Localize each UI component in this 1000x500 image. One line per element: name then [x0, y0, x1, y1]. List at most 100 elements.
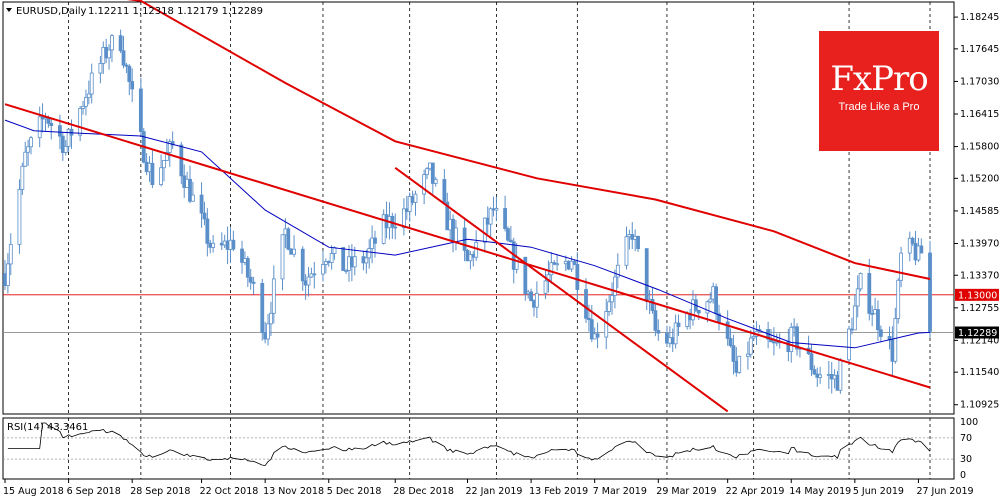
x-tick-label: 22 Jan 2019 [466, 486, 523, 497]
candle-body [858, 273, 863, 290]
level-badge-label: 1.13000 [958, 290, 997, 301]
candle-body [867, 273, 872, 314]
y-tick-label: 1.18245 [960, 12, 999, 23]
candle-body [367, 248, 372, 259]
candle-body [23, 151, 28, 167]
candle-body [919, 245, 924, 254]
candle-body [644, 248, 649, 302]
candle-body [402, 208, 406, 228]
candle-body [329, 253, 334, 264]
last-price-label: 1.12289 [958, 328, 997, 339]
candle-body [653, 310, 658, 331]
rsi-line [7, 422, 931, 466]
candle-body [312, 273, 317, 276]
candle-body [205, 218, 210, 244]
candle-body [373, 237, 377, 244]
candle-body [300, 248, 305, 282]
x-tick-label: 13 Feb 2019 [529, 486, 588, 497]
candle-body [170, 141, 175, 146]
candle-body [852, 305, 857, 331]
candle-body [49, 122, 54, 126]
candle-body [876, 309, 880, 331]
candle-body [63, 145, 68, 153]
candle-body [430, 162, 435, 184]
candle-body [29, 137, 33, 148]
candle-body [482, 217, 487, 243]
x-tick-label: 27 Jun 2019 [916, 486, 973, 497]
candle-body [809, 353, 814, 371]
candle-body [78, 107, 83, 136]
candle-body [529, 291, 533, 301]
candle-body [110, 35, 114, 51]
candle-body [422, 174, 427, 195]
candle-body [425, 168, 429, 176]
candle-body [5, 263, 10, 286]
candle-body [341, 247, 346, 271]
x-tick-label: 15 Aug 2018 [3, 486, 64, 497]
price-badges: 1.13000 1.12289 [955, 288, 999, 339]
candle-body [737, 355, 742, 373]
candle-body [589, 319, 594, 340]
candle-body [190, 194, 195, 202]
candle-body [708, 298, 713, 303]
candle-body [323, 261, 328, 265]
candle-body [251, 281, 256, 284]
x-tick-label: 6 Sep 2018 [67, 486, 121, 497]
x-tick-label: 28 Dec 2018 [393, 486, 454, 497]
candle-body [838, 359, 843, 391]
candle-body [673, 322, 678, 345]
y-tick-label: 1.13370 [960, 270, 999, 281]
candle-body [248, 276, 253, 283]
candle-body [636, 235, 640, 250]
candle-body [572, 260, 577, 265]
candle-body [543, 280, 548, 294]
candle-body [17, 189, 22, 245]
level-badge [955, 288, 999, 301]
candle-body [231, 239, 236, 250]
candle-body [150, 162, 155, 185]
candle-body [812, 369, 817, 375]
candle-body [162, 160, 166, 169]
logo-name: FxPro [830, 59, 928, 99]
candle-body [199, 194, 204, 214]
candle-body [748, 337, 753, 355]
candle-body [266, 323, 270, 340]
candle-body [910, 237, 915, 244]
x-tick-label: 5 Jun 2019 [853, 486, 904, 497]
candle-body [26, 146, 31, 153]
y-tick-label: 1.16415 [960, 109, 999, 120]
price-axis: 1.18245 1.17645 1.17030 1.16415 1.15800 1.152… [954, 12, 999, 411]
rsi-tick-label: 70 [960, 433, 972, 444]
candle-body [896, 279, 901, 319]
candle-body [705, 301, 710, 314]
candle-body [584, 289, 588, 319]
rsi-axis: 100 70 30 0 [960, 417, 978, 481]
rsi-tick-label: 100 [960, 417, 978, 428]
candle-body [615, 264, 620, 278]
candle-body [58, 125, 62, 137]
candle-body [433, 179, 438, 184]
y-tick-label: 1.12140 [960, 335, 999, 346]
candle-body [818, 374, 823, 378]
candle-body [893, 318, 898, 362]
candle-body [607, 301, 612, 312]
candle-body [506, 228, 510, 241]
candle-body [534, 292, 539, 308]
candle-body [159, 167, 163, 185]
candle-body [407, 196, 412, 212]
candle-body [89, 72, 94, 95]
candle-body [847, 328, 851, 361]
triangle-down-icon[interactable] [6, 8, 12, 12]
rsi-label: RSI(14) 43.3461 [7, 422, 88, 433]
candle-body [381, 214, 386, 244]
candle-body [127, 65, 132, 82]
x-tick-label: 22 Oct 2018 [200, 486, 259, 497]
x-tick-label: 7 Mar 2019 [593, 486, 647, 497]
candle-body [167, 141, 172, 153]
candle-body [595, 333, 600, 338]
candle-body [393, 226, 398, 229]
candle-body [442, 179, 447, 203]
chart-symbol: EURUSD,Daily [16, 6, 87, 17]
candle-body [503, 208, 507, 230]
